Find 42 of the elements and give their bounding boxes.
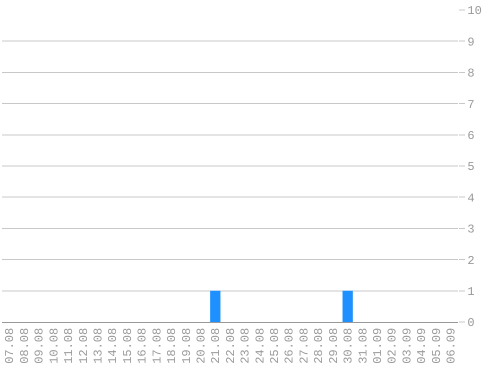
x-tick-label: 20.08 [194, 328, 208, 364]
x-tick-label: 19.08 [180, 328, 194, 364]
x-tick-label: 01.09 [371, 328, 385, 364]
x-tick-label: 22.08 [224, 328, 238, 364]
x-tick-label: 31.08 [356, 328, 370, 364]
y-tick-label: 10 [467, 4, 482, 18]
y-tick-label: 3 [467, 222, 475, 237]
x-tick-label: 07.08 [3, 328, 18, 364]
x-tick-label: 21.08 [209, 328, 224, 364]
y-tick-label: 4 [467, 191, 475, 206]
x-tick-label: 10.08 [47, 328, 62, 364]
x-tick-label: 28.08 [312, 328, 326, 364]
x-tick-label: 18.08 [165, 328, 180, 364]
x-tick-label: 30.08 [342, 328, 356, 364]
y-tick-label: 9 [467, 35, 475, 50]
y-tick-label: 0 [467, 316, 475, 330]
x-tick-label: 15.08 [120, 328, 135, 364]
x-tick-label: 02.09 [386, 328, 400, 364]
x-tick-label: 08.08 [18, 328, 32, 364]
x-tick-label: 25.08 [268, 328, 282, 364]
x-tick-label: 05.09 [430, 328, 444, 364]
x-tick-label: 29.08 [326, 328, 341, 364]
x-tick-label: 03.09 [400, 328, 414, 364]
x-tick-label: 14.08 [106, 328, 120, 364]
x-tick-label: 27.08 [297, 328, 312, 364]
x-tick-label: 16.08 [136, 328, 150, 364]
y-tick-label: 2 [467, 254, 475, 268]
x-tick-label: 24.08 [253, 328, 268, 364]
x-tick-label: 06.09 [444, 328, 459, 364]
x-tick-label: 12.08 [76, 328, 91, 364]
x-tick-label: 09.08 [32, 328, 47, 364]
y-tick-label: 5 [467, 160, 475, 174]
x-tick-label: 26.08 [282, 328, 297, 364]
x-tick-label: 17.08 [150, 328, 164, 364]
x-tick-label: 23.08 [238, 328, 253, 364]
y-tick-label: 6 [467, 129, 475, 143]
y-tick-label: 8 [467, 66, 475, 81]
x-tick-label: 04.09 [415, 328, 430, 364]
x-tick-label: 11.08 [62, 328, 76, 364]
y-tick-label: 7 [467, 98, 475, 112]
x-tick-label: 13.08 [92, 328, 106, 364]
y-tick-label: 1 [467, 285, 475, 299]
